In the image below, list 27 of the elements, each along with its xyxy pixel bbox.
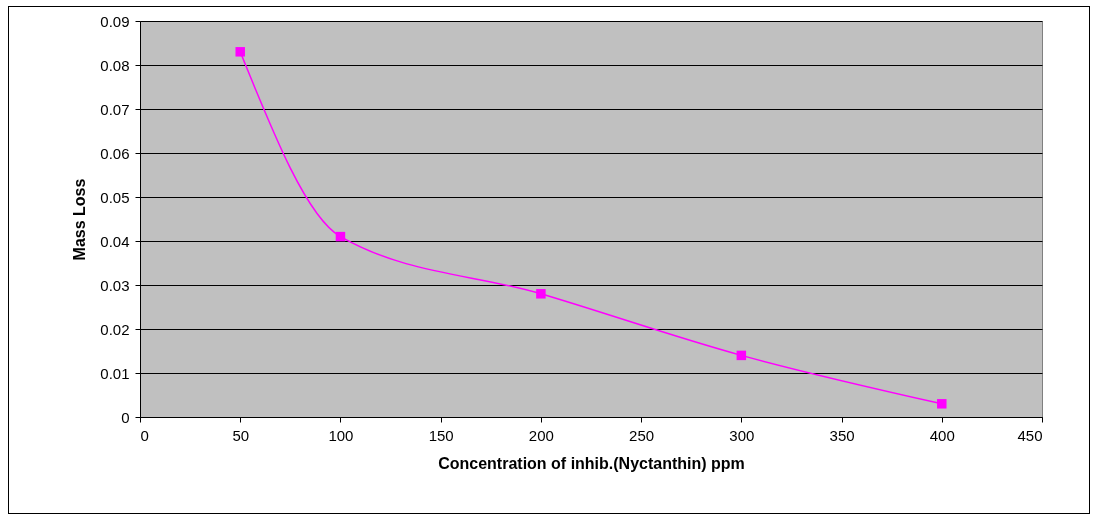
y-tick-label: 0.07	[100, 100, 130, 118]
x-axis-title: Concentration of inhib.(Nyctanthin) ppm	[438, 454, 745, 472]
x-tick-label: 300	[729, 426, 755, 444]
x-tick-label: 350	[829, 426, 855, 444]
y-tick-label: 0.01	[100, 364, 130, 382]
y-tick-label: 0	[121, 408, 130, 426]
point	[937, 399, 947, 409]
x-tick-label: 250	[629, 426, 655, 444]
x-tick-label: 450	[1017, 426, 1043, 444]
y-tick-label: 0.05	[100, 188, 130, 206]
x-tick-label: 100	[328, 426, 354, 444]
point	[536, 289, 546, 299]
x-tick-label: 200	[528, 426, 554, 444]
x-tick-label: 0	[140, 426, 149, 444]
y-tick-label: 0.08	[100, 56, 130, 74]
point	[335, 231, 346, 242]
x-tick-label: 400	[929, 426, 955, 444]
y-tick-label: 0.03	[100, 276, 130, 294]
x-tick-label: 150	[428, 426, 454, 444]
y-tick-label: 0.09	[100, 12, 130, 30]
y-tick-label: 0.04	[100, 232, 130, 250]
y-tick-label: 0.02	[100, 320, 130, 338]
y-tick-label: 0.06	[100, 144, 130, 162]
point	[235, 47, 245, 57]
x-tick-label: 50	[232, 426, 250, 444]
point	[736, 350, 747, 361]
y-axis-title: Mass Loss	[71, 178, 89, 261]
